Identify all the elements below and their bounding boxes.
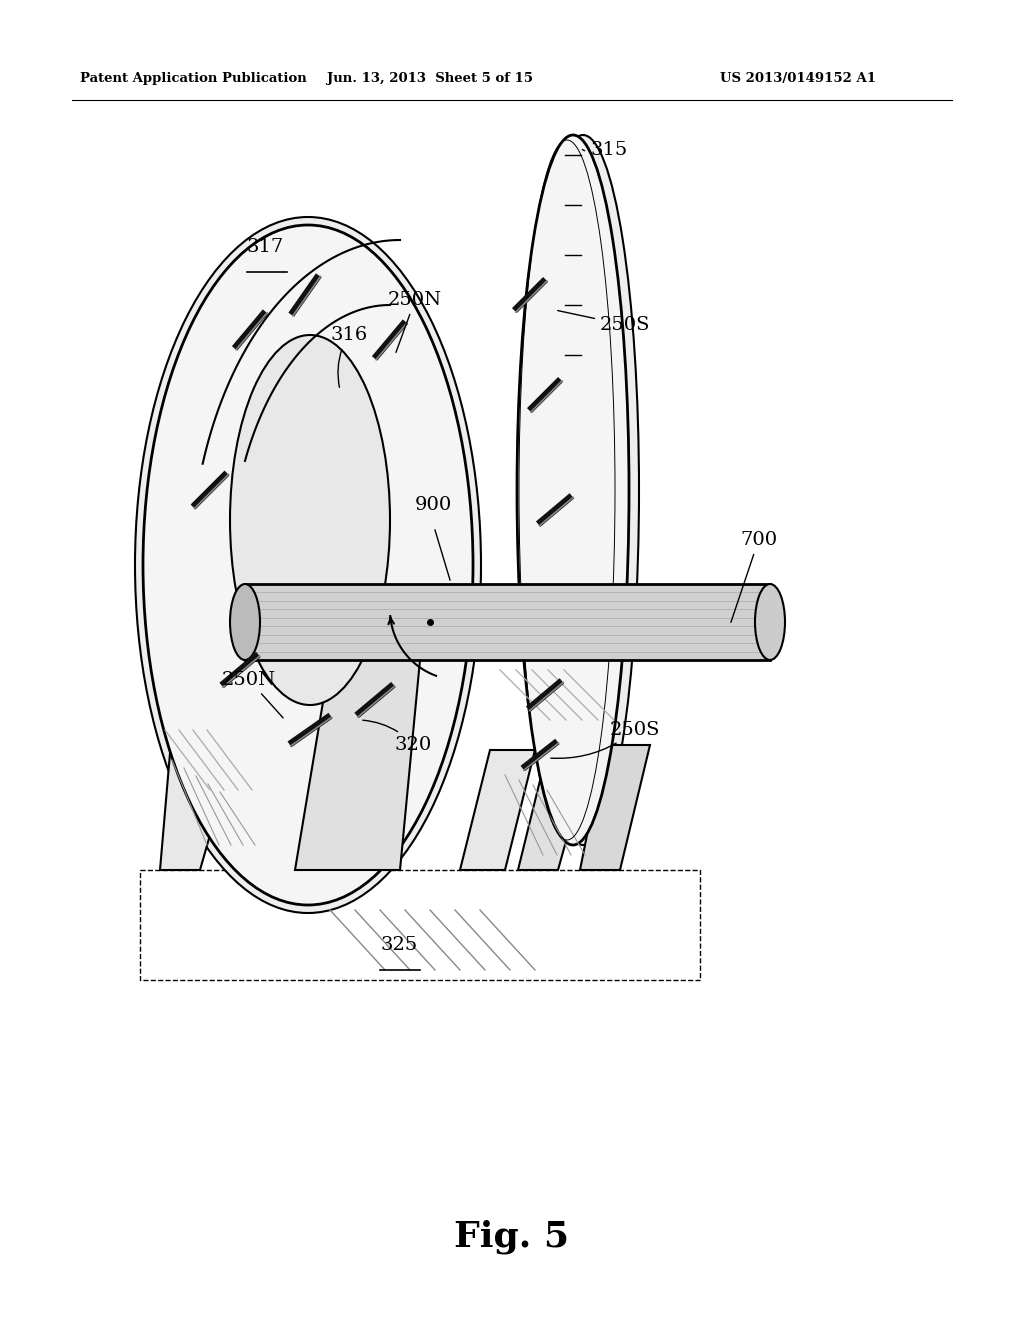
Text: 316: 316 (330, 326, 368, 387)
Polygon shape (295, 660, 420, 870)
Polygon shape (160, 660, 260, 870)
Ellipse shape (135, 216, 481, 913)
Polygon shape (460, 750, 535, 870)
Text: 325: 325 (380, 936, 417, 954)
Text: Fig. 5: Fig. 5 (455, 1220, 569, 1254)
Text: 317: 317 (247, 238, 285, 256)
Text: Patent Application Publication: Patent Application Publication (80, 73, 307, 84)
Polygon shape (518, 748, 592, 870)
Text: 250N: 250N (222, 671, 284, 718)
Text: 250N: 250N (388, 290, 442, 352)
Text: 250S: 250S (551, 721, 660, 758)
Text: 900: 900 (415, 496, 453, 513)
Polygon shape (248, 655, 330, 870)
Ellipse shape (755, 583, 785, 660)
Ellipse shape (527, 135, 639, 845)
Polygon shape (315, 649, 400, 870)
Text: 700: 700 (731, 531, 777, 622)
Text: 250S: 250S (558, 310, 650, 334)
Bar (140, 870, 700, 979)
Text: Jun. 13, 2013  Sheet 5 of 15: Jun. 13, 2013 Sheet 5 of 15 (327, 73, 534, 84)
Ellipse shape (517, 135, 629, 845)
Text: US 2013/0149152 A1: US 2013/0149152 A1 (720, 73, 876, 84)
Ellipse shape (143, 224, 473, 906)
Ellipse shape (230, 583, 260, 660)
Ellipse shape (230, 335, 390, 705)
Text: 315: 315 (583, 141, 628, 158)
Bar (245, 583, 770, 660)
Polygon shape (580, 744, 650, 870)
Text: 320: 320 (362, 721, 432, 754)
